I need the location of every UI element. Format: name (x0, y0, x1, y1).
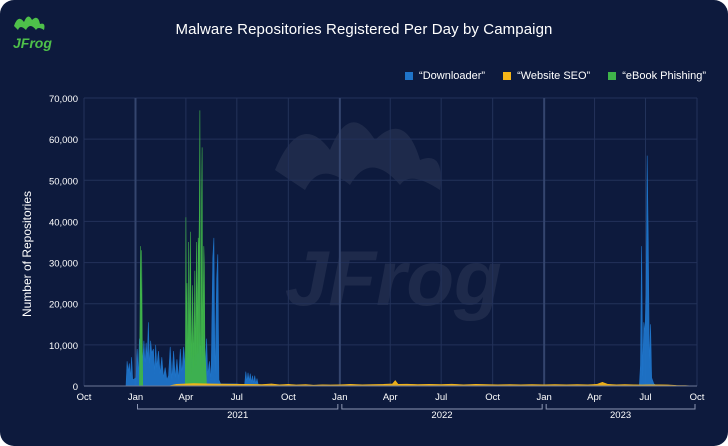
x-tick-label: Jul (639, 392, 651, 403)
x-tick-label: Oct (281, 392, 296, 403)
year-bracket (341, 404, 543, 410)
chart-title: Malware Repositories Registered Per Day … (175, 21, 553, 38)
svg-text:JFrog: JFrog (13, 35, 52, 51)
x-tick-label: Jul (435, 392, 447, 403)
x-tick-label: Jan (537, 392, 552, 403)
x-tick-label: Apr (383, 392, 398, 403)
y-tick-label: 40,000 (49, 217, 78, 228)
series-website-seo-area (168, 380, 694, 387)
y-tick-label: 70,000 (49, 94, 78, 105)
series-ebook-phishing-area (139, 110, 207, 387)
legend-swatch-website-seo (503, 72, 512, 80)
svg-text:JFrog: JFrog (285, 234, 502, 322)
x-tick-label: Oct (77, 392, 92, 403)
legend-item-ebook-phishing[interactable]: “eBook Phishing” (608, 70, 706, 82)
year-label: 2023 (610, 410, 631, 421)
x-tick-label: Jan (332, 392, 347, 403)
y-tick-label: 50,000 (49, 176, 78, 187)
x-tick-label: Jan (128, 392, 143, 403)
legend-item-downloader[interactable]: “Downloader” (405, 70, 485, 82)
y-tick-label: 60,000 (49, 135, 78, 146)
y-tick-label: 30,000 (49, 259, 78, 270)
x-tick-label: Oct (485, 392, 500, 403)
year-bracket (545, 404, 696, 410)
legend-swatch-downloader (405, 72, 414, 80)
year-label: 2022 (431, 410, 452, 421)
jfrog-watermark: JFrog (275, 122, 502, 322)
legend-swatch-ebook-phishing (608, 72, 617, 80)
legend-item-website-seo[interactable]: “Website SEO” (503, 70, 590, 82)
legend-label-website-seo: “Website SEO” (517, 70, 591, 82)
x-tick-label: Apr (178, 392, 193, 403)
x-tick-label: Apr (587, 392, 602, 403)
x-tick-label: Oct (690, 392, 705, 403)
x-tick-label: Jul (231, 392, 243, 403)
year-label: 2021 (227, 410, 248, 421)
year-bracket (137, 404, 339, 410)
y-tick-label: 10,000 (49, 341, 78, 352)
legend-label-downloader: “Downloader” (419, 70, 486, 82)
y-tick-label: 20,000 (49, 300, 78, 311)
y-tick-label: 0 (73, 382, 78, 393)
jfrog-logo: JFrog (13, 16, 52, 51)
legend-label-ebook-phishing: “eBook Phishing” (622, 70, 706, 82)
chart-legend: “Downloader” “Website SEO” “eBook Phishi… (405, 70, 706, 82)
